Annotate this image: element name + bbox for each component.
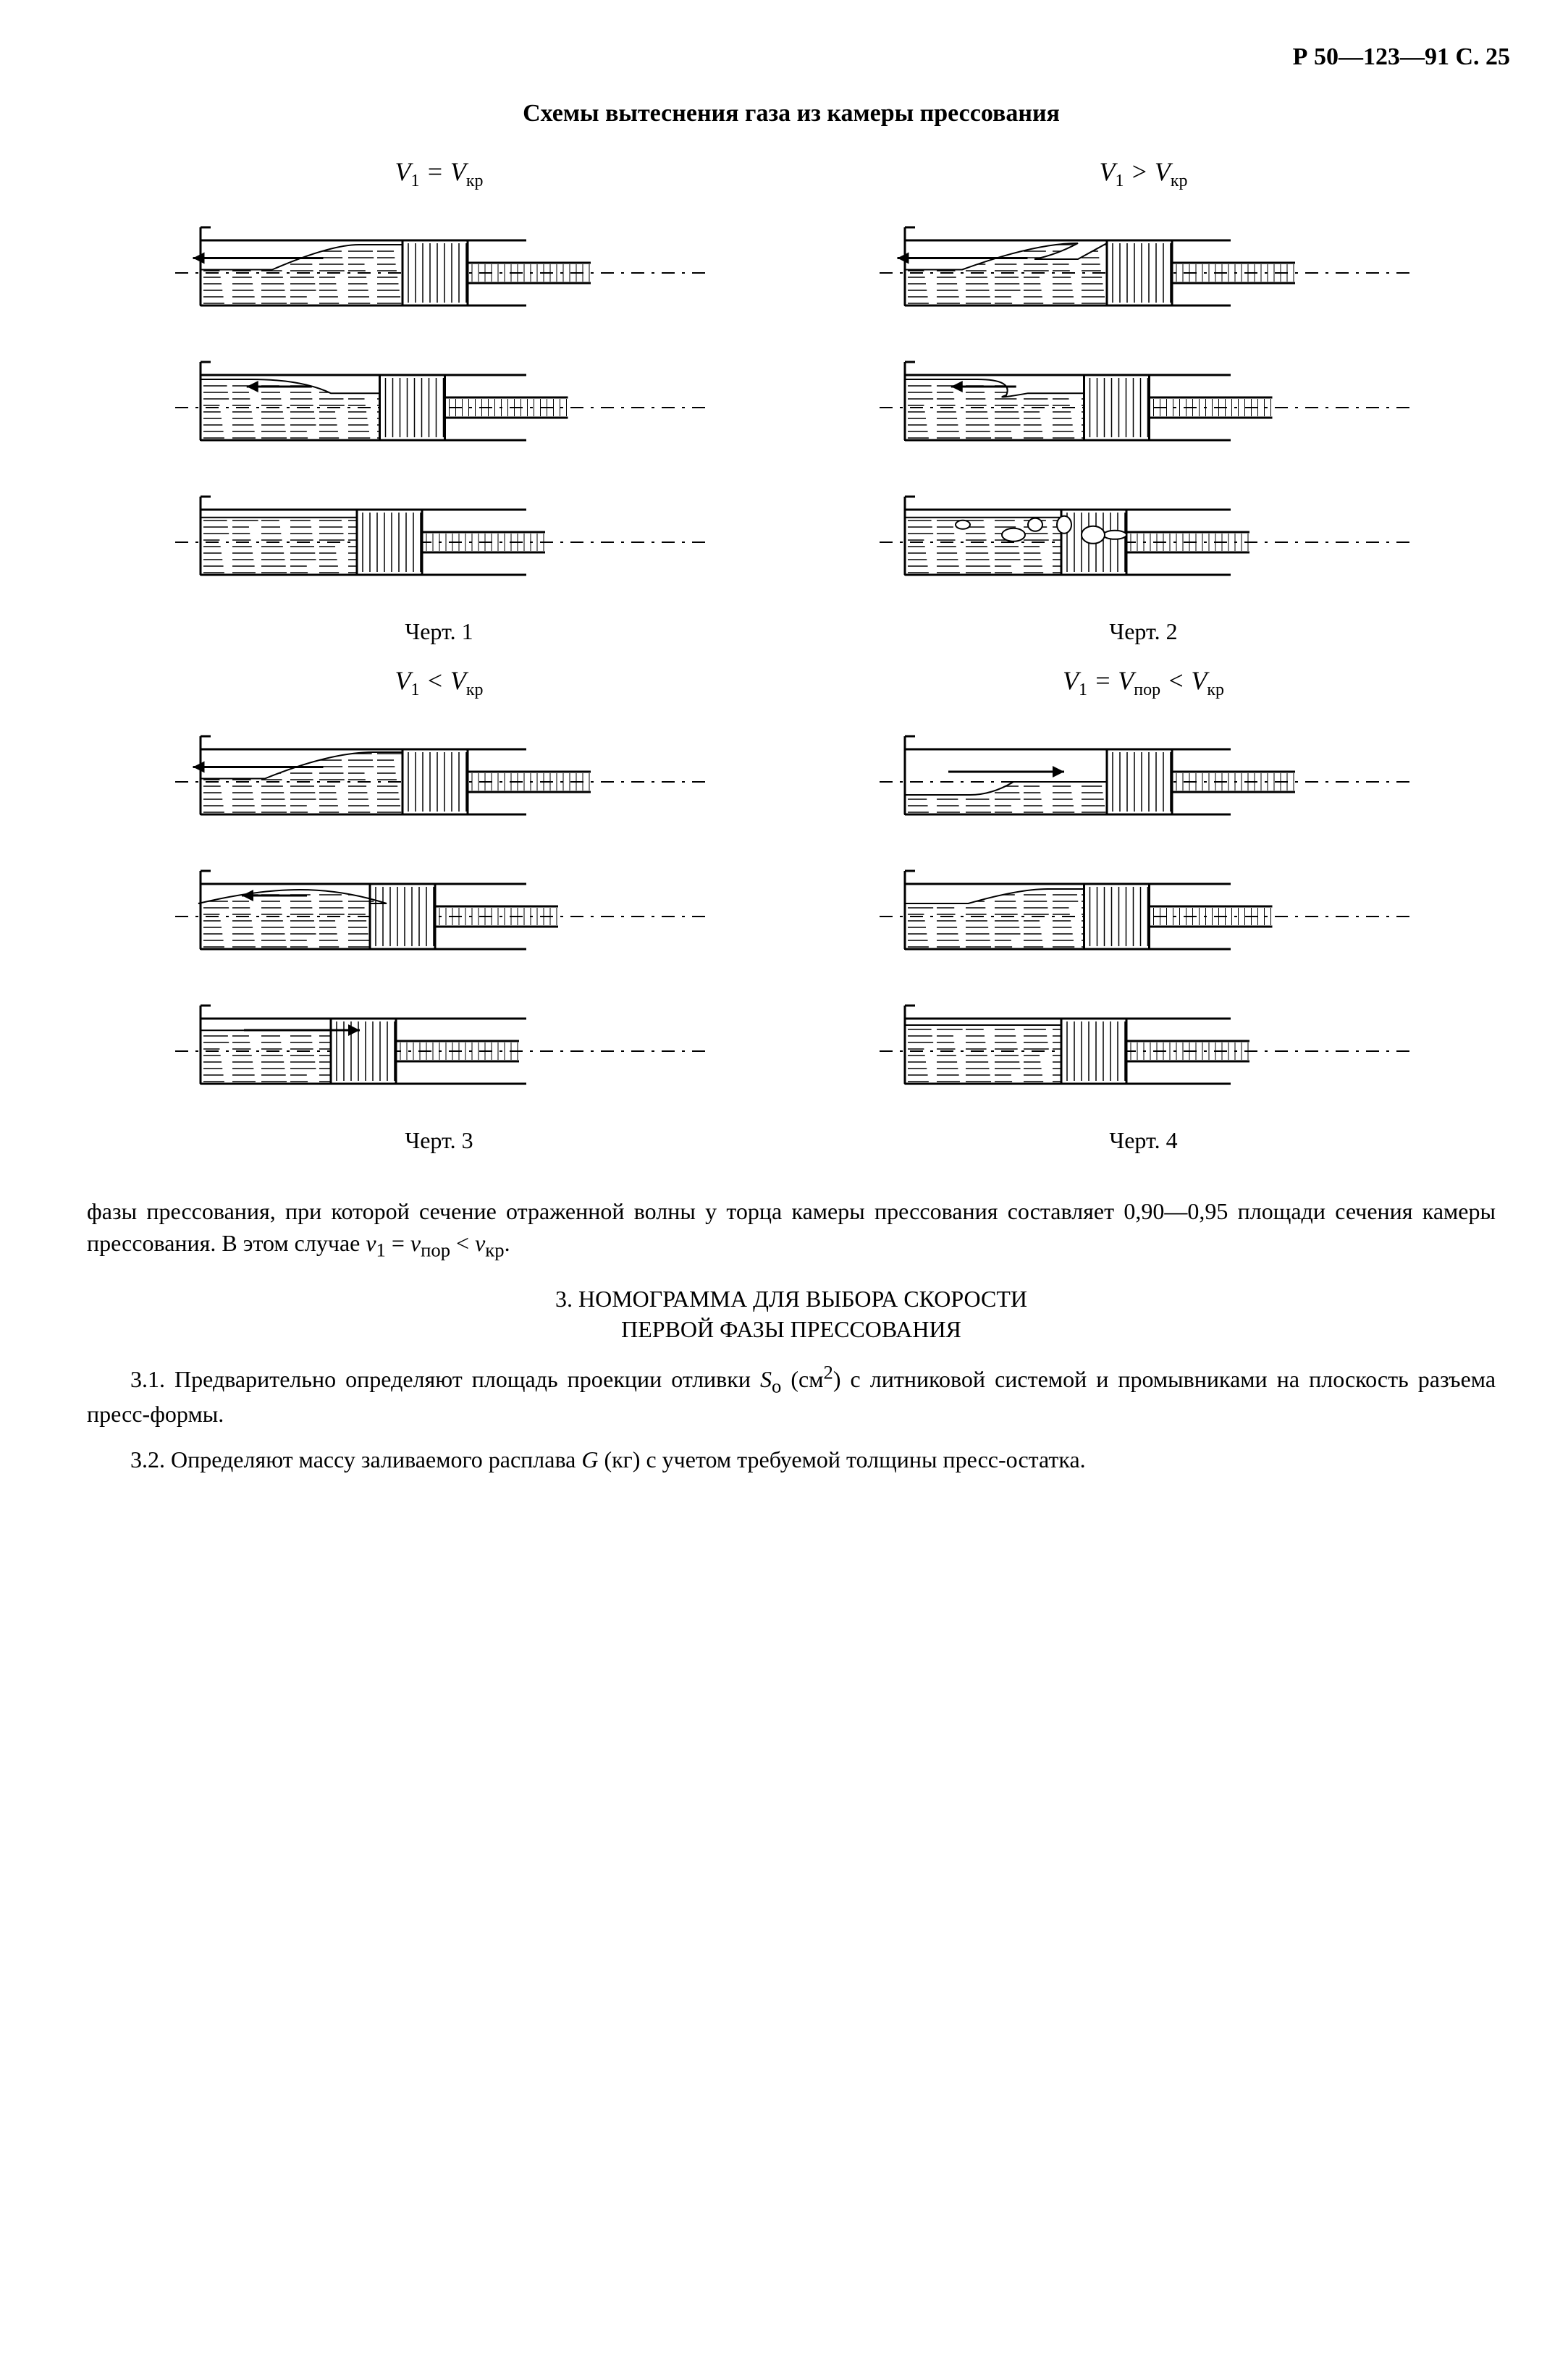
para-3-1: 3.1. Предварительно определяют площадь п… [87,1359,1496,1430]
diagram-4-2 [869,862,1419,971]
formula-3: V1 < Vкр [395,665,484,700]
caption-2: Черт. 2 [1109,618,1177,645]
section-heading-line1: 3. НОМОГРАММА ДЛЯ ВЫБОРА СКОРОСТИ [555,1286,1027,1312]
figure-column-1: V1 = Vкр Черт. 1 V1 < Vкр Черт. 3 [130,149,748,1167]
formula-4: V1 = Vпор < Vкр [1063,665,1224,700]
body-paragraph: фазы прессования, при которой сечение от… [87,1196,1496,1263]
section-heading-line2: ПЕРВОЙ ФАЗЫ ПРЕССОВАНИЯ [621,1316,961,1342]
diagram-3-1 [164,728,715,836]
para-3-2: 3.2. Определяют массу заливаемого распла… [87,1444,1496,1475]
caption-3: Черт. 3 [405,1127,473,1154]
caption-4: Черт. 4 [1109,1127,1177,1154]
diagram-1-2 [164,353,715,462]
formula-1: V1 = Vкр [395,156,484,191]
diagram-3-2 [164,862,715,971]
diagram-3-3 [164,997,715,1105]
figure-grid: V1 = Vкр Черт. 1 V1 < Vкр Черт. 3 V1 > V… [130,149,1452,1167]
para-3-1-text: 3.1. Предварительно определяют площадь п… [87,1366,1496,1427]
diagram-1-1 [164,219,715,327]
formula-2: V1 > Vкр [1100,156,1188,191]
caption-1: Черт. 1 [405,618,473,645]
figure-title: Схемы вытеснения газа из камеры прессова… [72,100,1510,127]
diagram-2-1 [869,219,1419,327]
diagram-4-1 [869,728,1419,836]
figure-column-2: V1 > Vкр Черт. 2 V1 = Vпор < Vкр Черт. 4 [835,149,1452,1167]
page-header: Р 50—123—91 С. 25 [72,43,1510,71]
section-heading: 3. НОМОГРАММА ДЛЯ ВЫБОРА СКОРОСТИ ПЕРВОЙ… [72,1284,1510,1344]
diagram-1-3 [164,488,715,597]
diagram-2-3 [869,488,1419,597]
diagram-2-2 [869,353,1419,462]
para-3-2-text: 3.2. Определяют массу заливаемого распла… [130,1446,1086,1472]
diagram-4-3 [869,997,1419,1105]
